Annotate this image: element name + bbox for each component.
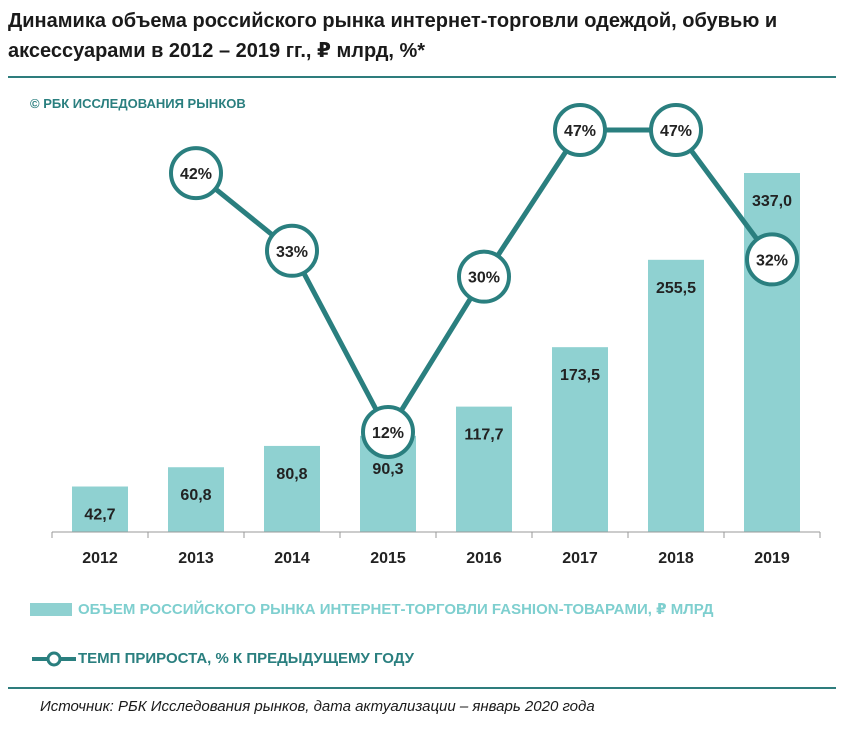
x-tick-label-2017: 2017 — [562, 550, 598, 567]
source-divider — [8, 687, 836, 689]
x-tick-label-2018: 2018 — [658, 550, 694, 567]
legend-bar-label: ОБЪЕМ РОССИЙСКОГО РЫНКА ИНТЕРНЕТ-ТОРГОВЛ… — [78, 601, 714, 618]
growth-label-2015: 12% — [372, 425, 404, 442]
bar-2013 — [168, 467, 224, 532]
growth-label-2014: 33% — [276, 244, 308, 261]
bar-label-2012: 42,7 — [84, 507, 115, 524]
copyright-label: © РБК ИССЛЕДОВАНИЯ РЫНКОВ — [30, 96, 246, 111]
growth-label-2016: 30% — [468, 270, 500, 287]
legend-bar-swatch — [30, 602, 72, 616]
bar-label-2015: 90,3 — [372, 461, 403, 478]
growth-point-2014 — [265, 223, 319, 278]
x-tick-label-2012: 2012 — [82, 550, 118, 567]
legend-line-label: ТЕМП ПРИРОСТА, % К ПРЕДЫДУЩЕМУ ГОДУ — [78, 650, 414, 667]
growth-point-2015 — [361, 405, 415, 459]
legend-line-swatch — [32, 651, 76, 666]
bar-label-2019: 337,0 — [752, 193, 792, 210]
bar-2018 — [648, 259, 704, 532]
x-tick-label-2014: 2014 — [274, 550, 310, 567]
bar-2014 — [264, 445, 320, 532]
source-note: Источник: РБК Исследования рынков, дата … — [40, 698, 595, 715]
growth-label-2013: 42% — [180, 166, 212, 183]
bar-label-2018: 255,5 — [656, 280, 696, 297]
legend-bars: ОБЪЕМ РОССИЙСКОГО РЫНКА ИНТЕРНЕТ-ТОРГОВЛ… — [30, 600, 713, 618]
bar-label-2017: 173,5 — [560, 367, 600, 384]
growth-point-2018 — [649, 103, 703, 157]
x-tick-label-2015: 2015 — [370, 550, 406, 567]
growth-point-2016 — [457, 249, 511, 304]
legend-line: ТЕМП ПРИРОСТА, % К ПРЕДЫДУЩЕМУ ГОДУ — [30, 650, 414, 667]
growth-point-2013 — [169, 146, 223, 201]
bar-2016 — [456, 406, 512, 532]
growth-point-2017 — [553, 103, 607, 157]
growth-point-2019 — [745, 232, 799, 287]
growth-label-2019: 32% — [756, 252, 788, 269]
bar-2017 — [552, 347, 608, 532]
bar-label-2013: 60,8 — [180, 487, 211, 504]
x-tick-label-2016: 2016 — [466, 550, 502, 567]
bar-2019 — [744, 173, 800, 532]
bar-label-2016: 117,7 — [464, 427, 503, 444]
growth-label-2017: 47% — [564, 123, 596, 140]
growth-label-2018: 47% — [660, 123, 692, 140]
chart-title: Динамика объема российского рынка интерн… — [8, 10, 778, 62]
bar-label-2014: 80,8 — [276, 466, 307, 483]
x-tick-label-2019: 2019 — [754, 550, 790, 567]
bar-2012 — [72, 486, 128, 532]
x-tick-label-2013: 2013 — [178, 550, 214, 567]
chart-plot: 42,7 60,8 80,8 90,3 117,7 173,5 255,5 337,0 2012… — [51, 103, 821, 567]
title-divider — [8, 76, 836, 78]
